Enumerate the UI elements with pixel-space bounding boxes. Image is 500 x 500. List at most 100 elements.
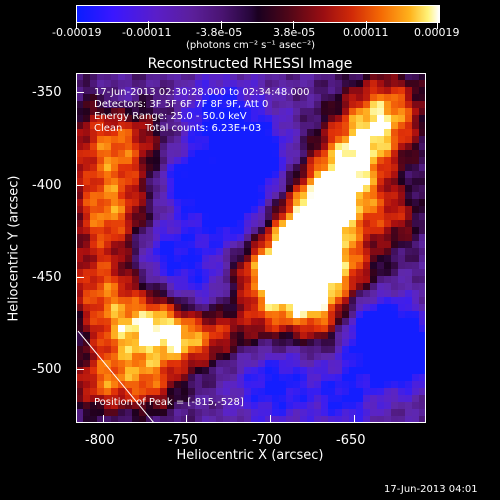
heatmap-cell bbox=[202, 213, 209, 220]
heatmap-cell bbox=[97, 339, 104, 346]
heatmap-cell bbox=[307, 346, 314, 353]
heatmap-cell bbox=[286, 227, 293, 234]
heatmap-cell bbox=[307, 332, 314, 339]
heatmap-cell bbox=[258, 374, 265, 381]
heatmap-cell bbox=[146, 108, 153, 115]
heatmap-cell bbox=[132, 402, 139, 409]
heatmap-cell bbox=[412, 276, 419, 283]
heatmap-cell bbox=[132, 290, 139, 297]
heatmap-cell bbox=[139, 255, 146, 262]
heatmap-cell bbox=[97, 416, 104, 423]
heatmap-cell bbox=[244, 143, 251, 150]
heatmap-cell bbox=[398, 290, 405, 297]
heatmap-cell bbox=[335, 227, 342, 234]
heatmap-cell bbox=[139, 290, 146, 297]
heatmap-cell bbox=[377, 115, 384, 122]
heatmap-cell bbox=[328, 269, 335, 276]
heatmap-cell bbox=[97, 409, 104, 416]
heatmap-cell bbox=[335, 129, 342, 136]
heatmap-cell bbox=[265, 318, 272, 325]
heatmap-cell bbox=[174, 213, 181, 220]
heatmap-cell bbox=[272, 255, 279, 262]
heatmap-cell bbox=[83, 192, 90, 199]
heatmap-cell bbox=[188, 360, 195, 367]
heatmap-cell bbox=[265, 255, 272, 262]
heatmap-cell bbox=[237, 269, 244, 276]
heatmap-cell bbox=[244, 381, 251, 388]
heatmap-cell bbox=[314, 388, 321, 395]
heatmap-cell bbox=[223, 360, 230, 367]
heatmap-cell bbox=[384, 129, 391, 136]
heatmap-cell bbox=[342, 157, 349, 164]
heatmap-cell bbox=[293, 87, 300, 94]
heatmap-cell bbox=[286, 87, 293, 94]
heatmap-cell bbox=[146, 227, 153, 234]
heatmap-cell bbox=[342, 283, 349, 290]
heatmap-cell bbox=[153, 276, 160, 283]
heatmap-cell bbox=[125, 157, 132, 164]
heatmap-cell bbox=[272, 178, 279, 185]
heatmap-cell bbox=[244, 409, 251, 416]
heatmap-cell bbox=[216, 255, 223, 262]
heatmap-cell bbox=[125, 416, 132, 423]
heatmap-cell bbox=[139, 346, 146, 353]
heatmap-cell bbox=[398, 304, 405, 311]
heatmap-cell bbox=[377, 185, 384, 192]
heatmap-cell bbox=[300, 87, 307, 94]
heatmap-cell bbox=[118, 374, 125, 381]
heatmap-cell bbox=[363, 199, 370, 206]
heatmap-cell bbox=[391, 346, 398, 353]
heatmap-cell bbox=[300, 227, 307, 234]
heatmap-cell bbox=[230, 73, 237, 80]
heatmap-cell bbox=[293, 325, 300, 332]
heatmap-cell bbox=[314, 416, 321, 423]
heatmap-cell bbox=[160, 101, 167, 108]
heatmap-cell bbox=[90, 115, 97, 122]
heatmap-cell bbox=[216, 304, 223, 311]
heatmap-cell bbox=[139, 199, 146, 206]
heatmap-cell bbox=[286, 178, 293, 185]
heatmap-cell bbox=[244, 129, 251, 136]
heatmap-cell bbox=[265, 213, 272, 220]
heatmap-cell bbox=[216, 213, 223, 220]
heatmap-cell bbox=[223, 108, 230, 115]
heatmap-cell bbox=[356, 241, 363, 248]
heatmap-cell bbox=[265, 178, 272, 185]
heatmap-cell bbox=[265, 416, 272, 423]
heatmap-cell bbox=[356, 150, 363, 157]
heatmap-cell bbox=[349, 388, 356, 395]
heatmap-cell bbox=[202, 353, 209, 360]
heatmap-cell bbox=[272, 171, 279, 178]
heatmap-cell bbox=[153, 206, 160, 213]
heatmap-cell bbox=[265, 346, 272, 353]
heatmap-cell bbox=[195, 234, 202, 241]
heatmap-cell bbox=[146, 374, 153, 381]
heatmap-cell bbox=[237, 185, 244, 192]
heatmap-cell bbox=[286, 332, 293, 339]
heatmap-cell bbox=[272, 339, 279, 346]
heatmap-cell bbox=[97, 150, 104, 157]
heatmap-cell bbox=[97, 346, 104, 353]
heatmap-cell bbox=[195, 339, 202, 346]
heatmap-cell bbox=[230, 178, 237, 185]
heatmap-cell bbox=[237, 115, 244, 122]
heatmap-cell bbox=[90, 143, 97, 150]
heatmap-cell bbox=[335, 192, 342, 199]
heatmap-cell bbox=[237, 80, 244, 87]
heatmap-cell bbox=[160, 402, 167, 409]
heatmap-cell bbox=[125, 108, 132, 115]
heatmap-cell bbox=[293, 94, 300, 101]
heatmap-cell bbox=[384, 136, 391, 143]
heatmap-cell bbox=[335, 402, 342, 409]
heatmap-cell bbox=[195, 94, 202, 101]
heatmap-cell bbox=[328, 178, 335, 185]
heatmap-cell bbox=[195, 283, 202, 290]
heatmap-cell bbox=[237, 150, 244, 157]
heatmap-cell bbox=[230, 367, 237, 374]
heatmap-cell bbox=[223, 234, 230, 241]
heatmap-cell bbox=[391, 241, 398, 248]
heatmap-cell bbox=[230, 164, 237, 171]
heatmap-cell bbox=[405, 199, 412, 206]
heatmap-cell bbox=[349, 402, 356, 409]
heatmap-cell bbox=[104, 416, 111, 423]
